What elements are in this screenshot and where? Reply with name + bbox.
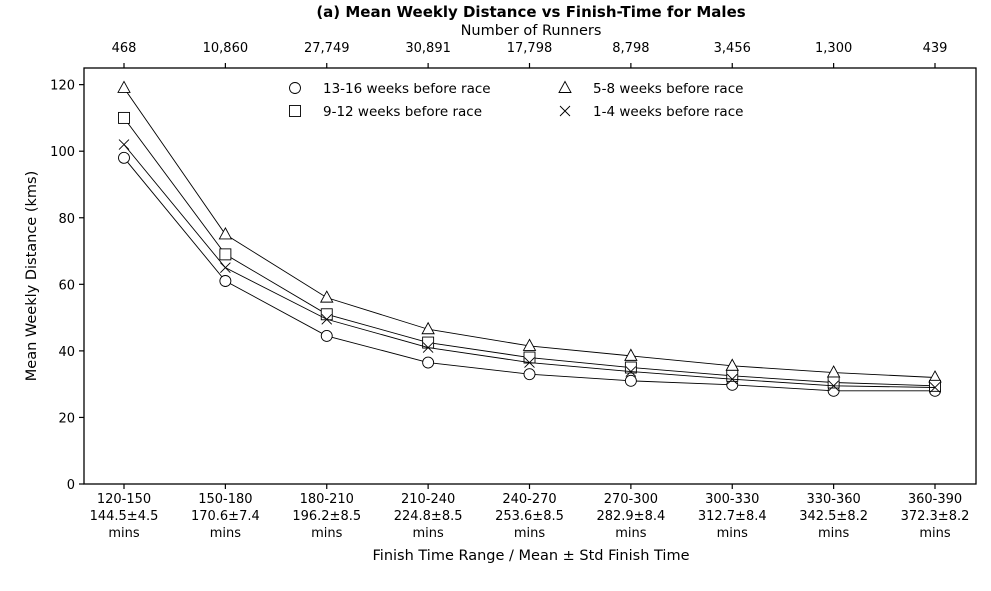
legend-label: 5-8 weeks before race (593, 81, 743, 97)
chart-title: (a) Mean Weekly Distance vs Finish-Time … (316, 3, 745, 21)
x-tick-mean-label: 342.5±8.2 (799, 509, 868, 524)
data-point-square (929, 379, 941, 392)
series-triangle (117, 80, 942, 383)
x-tick-label: 150-180 (198, 492, 252, 507)
data-point-square (219, 248, 232, 261)
y-tick-label: 80 (58, 212, 75, 227)
y-tick-label: 40 (58, 345, 75, 360)
data-point-circle (624, 374, 637, 387)
x-tick-unit-label: mins (108, 526, 140, 541)
data-point-triangle (522, 338, 537, 351)
top-tick-label: 8,798 (612, 41, 649, 56)
top-tick-label: 439 (923, 41, 948, 56)
x-tick-label: 330-360 (806, 492, 860, 507)
legend-label: 9-12 weeks before race (323, 104, 482, 120)
y-tick-label: 100 (50, 145, 75, 160)
x-tick-label: 300-330 (705, 492, 759, 507)
x-tick-label: 210-240 (401, 492, 455, 507)
top-tick-label: 30,891 (405, 41, 451, 56)
top-tick-label: 468 (112, 41, 137, 56)
legend-marker-x (559, 105, 571, 117)
data-point-square (118, 111, 130, 124)
y-tick-label: 0 (67, 478, 75, 493)
top-axis: 468 10,860 27,749 30,891 17,798 8,798 3,456 1,3… (112, 41, 948, 68)
x-tick-mean-label: 372.3±8.2 (901, 509, 970, 524)
legend-marker-triangle (558, 80, 572, 93)
top-axis-label: Number of Runners (461, 23, 602, 39)
data-point-triangle (319, 290, 334, 303)
data-point-triangle (624, 348, 638, 361)
data-point-circle (219, 275, 232, 287)
series-square (118, 111, 941, 392)
legend: 13-16 weeks before race 5-8 weeks before … (289, 80, 743, 120)
data-point-x (118, 139, 130, 150)
top-tick-label: 10,860 (203, 41, 249, 56)
data-point-x (929, 382, 941, 393)
x-tick-label: 360-390 (908, 492, 962, 507)
data-point-circle (523, 368, 536, 381)
data-point-x (524, 357, 535, 368)
x-tick-unit-label: mins (717, 526, 749, 541)
y-tick-label: 120 (50, 79, 75, 94)
legend-label: 13-16 weeks before race (323, 81, 491, 97)
data-point-square (523, 351, 536, 364)
x-tick-label: 180-210 (300, 492, 354, 507)
data-point-x (625, 366, 637, 377)
x-tick-unit-label: mins (818, 526, 850, 541)
data-point-triangle (725, 358, 740, 371)
data-point-square (726, 369, 739, 382)
x-tick-unit-label: mins (615, 526, 647, 541)
x-tick-unit-label: mins (311, 526, 343, 541)
y-axis-label: Mean Weekly Distance (kms) (24, 171, 40, 381)
series-x (118, 139, 941, 393)
plot-series (117, 80, 942, 397)
data-point-triangle (826, 365, 841, 378)
x-axis-label: Finish Time Range / Mean ± Std Finish Ti… (373, 548, 690, 564)
data-point-x (321, 313, 333, 325)
x-tick-mean-label: 312.7±8.4 (698, 509, 767, 524)
x-tick-mean-label: 282.9±8.4 (596, 509, 665, 524)
data-point-triangle (421, 321, 435, 335)
data-point-x (828, 380, 839, 392)
data-point-square (320, 308, 333, 321)
x-tick-unit-label: mins (412, 526, 444, 541)
x-tick-mean-label: 144.5±4.5 (90, 509, 159, 524)
data-point-circle (422, 356, 435, 369)
x-tick-mean-label: 224.8±8.5 (394, 509, 463, 524)
data-point-square (827, 376, 840, 389)
y-axis: 0 20 40 60 80 100 120 (50, 79, 84, 493)
series-line (123, 87, 936, 378)
data-point-x (422, 342, 434, 353)
x-tick-unit-label: mins (210, 526, 242, 541)
x-tick-label: 120-150 (97, 492, 151, 507)
top-tick-label: 3,456 (714, 41, 751, 56)
data-point-triangle (117, 80, 131, 93)
x-tick-unit-label: mins (919, 526, 951, 541)
x-tick-label: 270-300 (604, 492, 658, 507)
data-point-x (726, 373, 738, 385)
legend-marker-circle (289, 82, 301, 94)
top-tick-label: 27,749 (304, 41, 350, 56)
legend-marker-square (289, 105, 301, 117)
x-tick-mean-label: 170.6±7.4 (191, 509, 260, 524)
legend-label: 1-4 weeks before race (593, 104, 743, 120)
data-point-x (220, 262, 231, 273)
x-tick-label: 240-270 (502, 492, 556, 507)
data-point-square (624, 361, 637, 374)
x-axis: 120-150 144.5±4.5 mins 150-180 170.6±7.4 mins… (90, 484, 970, 541)
y-tick-label: 60 (58, 278, 75, 293)
y-tick-label: 20 (58, 411, 75, 426)
x-tick-unit-label: mins (514, 526, 546, 541)
plot-frame (83, 67, 977, 485)
data-point-circle (118, 151, 130, 164)
x-tick-mean-label: 253.6±8.5 (495, 509, 564, 524)
top-tick-label: 17,798 (507, 41, 553, 56)
x-tick-mean-label: 196.2±8.5 (292, 509, 361, 524)
data-point-circle (320, 329, 333, 342)
data-point-triangle (218, 226, 233, 240)
top-tick-label: 1,300 (815, 41, 852, 56)
